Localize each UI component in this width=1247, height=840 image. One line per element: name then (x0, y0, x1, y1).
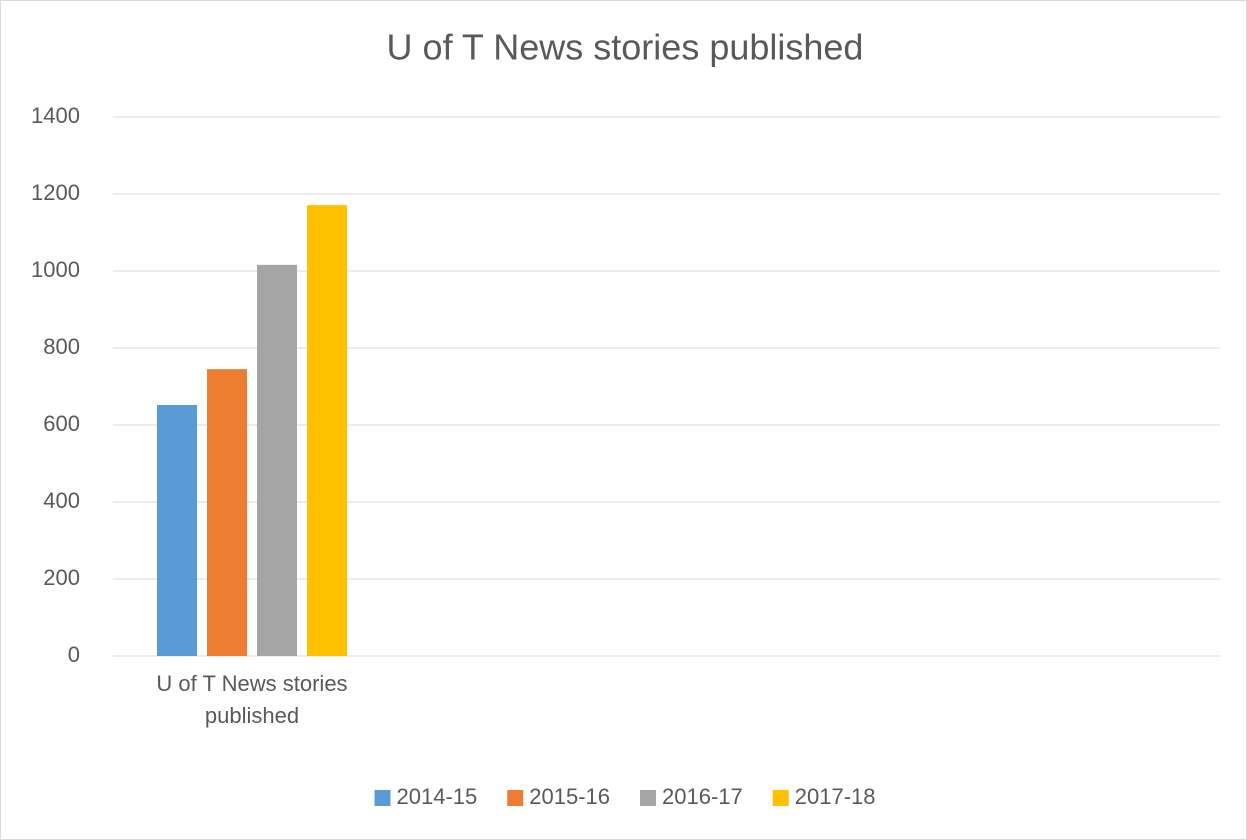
legend-swatch (640, 790, 656, 806)
legend-swatch (772, 790, 789, 806)
y-tick-label: 200 (43, 565, 80, 590)
legend-label: 2016-17 (662, 784, 743, 809)
legend-swatch (374, 790, 391, 806)
legend-label: 2015-16 (529, 784, 610, 809)
legend-item: 2017-18 (772, 784, 876, 809)
y-tick-label: 0 (68, 642, 80, 667)
chart-title: U of T News stories published (387, 27, 864, 68)
y-tick-label: 600 (43, 411, 80, 436)
legend-item: 2016-17 (640, 784, 743, 809)
y-tick-label: 1200 (31, 180, 80, 205)
bar (157, 404, 197, 656)
x-tick-label-box: U of T News stories published (156, 671, 348, 728)
bar (307, 205, 347, 657)
y-tick-label: 1400 (31, 103, 80, 128)
legend-item: 2015-16 (507, 784, 610, 809)
bar (257, 264, 297, 656)
legend-label: 2017-18 (795, 784, 876, 809)
y-tick-label: 1000 (31, 257, 80, 282)
legend-label: 2014-15 (397, 784, 478, 809)
legend-item: 2014-15 (374, 784, 478, 809)
legend-swatch (507, 790, 524, 806)
x-tick-label: U of T News stories published (156, 671, 348, 728)
y-tick-label: 800 (43, 334, 80, 359)
y-tick-label: 400 (43, 488, 80, 513)
bar (207, 369, 247, 656)
